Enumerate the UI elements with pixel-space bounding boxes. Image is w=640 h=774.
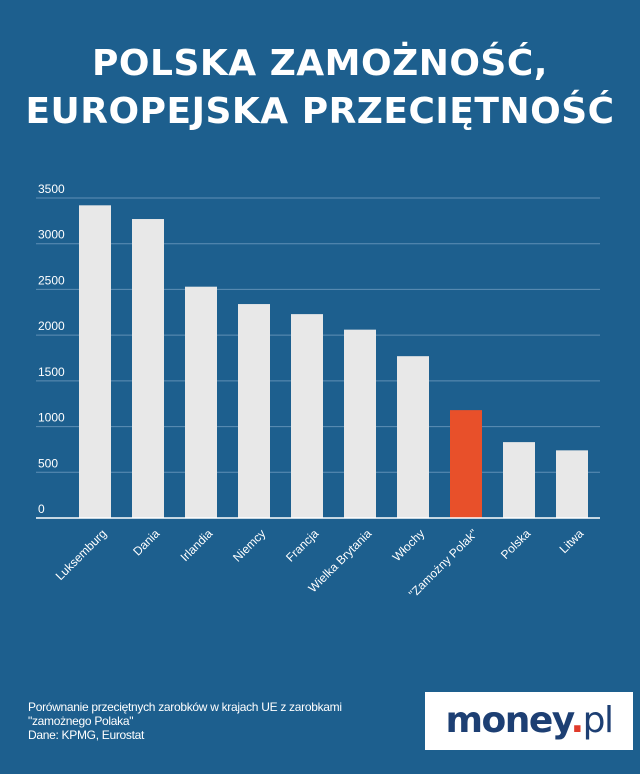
title-line-2: EUROPEJSKA PRZECIĘTNOŚĆ bbox=[25, 91, 615, 132]
x-tick-label: Litwa bbox=[557, 526, 587, 556]
chart-title: POLSKA ZAMOŻNOŚĆ, EUROPEJSKA PRZECIĘTNOŚ… bbox=[0, 40, 640, 136]
money-pl-logo[interactable]: money.pl bbox=[425, 692, 633, 750]
bar-3 bbox=[185, 286, 217, 518]
y-tick-label: 3500 bbox=[38, 182, 65, 196]
x-tick-label: Francja bbox=[283, 526, 321, 564]
footnote: Porównanie przeciętnych zarobków w kraja… bbox=[28, 700, 342, 742]
logo-main: money bbox=[445, 700, 572, 741]
bar-9 bbox=[503, 442, 535, 518]
y-tick-label: 500 bbox=[38, 456, 58, 470]
footnote-line-2: "zamożnego Polaka" bbox=[28, 714, 134, 728]
x-tick-label: Dania bbox=[130, 526, 162, 558]
x-tick-label: Włochy bbox=[390, 526, 428, 564]
bar-chart: 0 500 1000 1500 2000 2500 3000 3500 Luksemburg Da… bbox=[36, 182, 600, 601]
footnote-line-1: Porównanie przeciętnych zarobków w kraja… bbox=[28, 700, 342, 714]
y-tick-label: 2000 bbox=[38, 319, 65, 333]
bar-1 bbox=[79, 205, 111, 519]
bar-10 bbox=[556, 450, 588, 518]
bar-8 bbox=[450, 410, 482, 518]
title-line-1: POLSKA ZAMOŻNOŚĆ, bbox=[92, 43, 548, 84]
y-tick-label: 3000 bbox=[38, 228, 65, 242]
bar-4 bbox=[238, 304, 270, 518]
x-tick-label: Polska bbox=[498, 526, 534, 562]
x-tick-label: Irlandia bbox=[178, 526, 216, 564]
bar-layer bbox=[36, 205, 600, 519]
bar-5 bbox=[291, 314, 323, 518]
logo-dot: . bbox=[570, 700, 584, 741]
bar-2 bbox=[132, 219, 164, 518]
logo-tld: pl bbox=[582, 700, 614, 741]
x-tick-label: Luksemburg bbox=[53, 526, 110, 583]
source-note: Dane: KPMG, Eurostat bbox=[28, 728, 145, 742]
logo-wordmark: money.pl bbox=[445, 700, 614, 741]
y-tick-label: 1000 bbox=[38, 411, 65, 425]
y-tick-label: 1500 bbox=[38, 365, 65, 379]
x-tick-label: Niemcy bbox=[230, 526, 268, 564]
bar-6 bbox=[344, 329, 376, 518]
bar-7 bbox=[397, 356, 429, 518]
y-tick-label: 2500 bbox=[38, 273, 65, 287]
y-tick-label: 0 bbox=[38, 502, 45, 516]
